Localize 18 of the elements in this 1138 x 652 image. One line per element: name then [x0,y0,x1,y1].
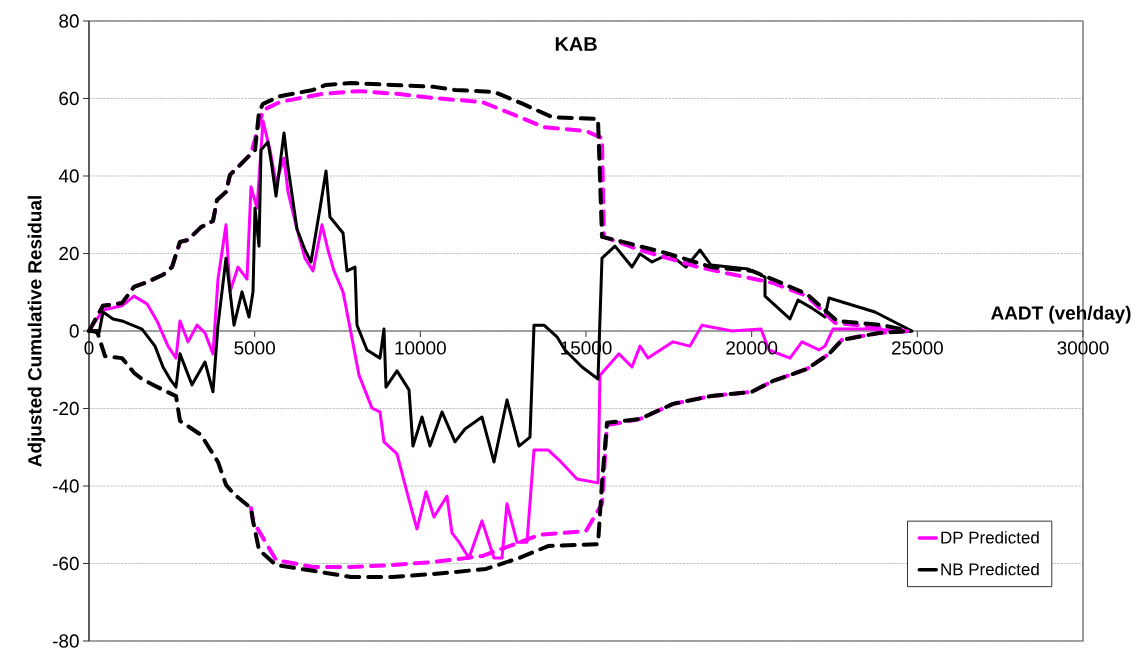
y-tick-label: -20 [52,401,79,416]
y-tick-label: 20 [59,246,79,261]
y-axis-title: Adjusted Cumulative Residual [27,196,46,467]
x-tick-label: 10000 [395,341,446,355]
y-tick-label: -80 [52,634,79,648]
y-tick-label: -40 [52,479,79,493]
y-tick-label: 60 [59,91,79,106]
y-tick-label: -60 [52,556,79,571]
x-tick-label: 5000 [234,341,275,355]
legend-label: NB Predicted [941,562,1039,576]
x-tick-label: 30000 [1057,341,1109,355]
y-tick-label: 80 [59,14,79,28]
text: KAB [555,37,597,51]
legend-label: DP Predicted [941,531,1039,544]
x-axis-title: AADT (veh/day) [991,305,1131,324]
y-tick-label: 40 [58,169,79,183]
y-tick-label: 0 [69,324,79,338]
x-tick-label: 25000 [891,341,943,355]
